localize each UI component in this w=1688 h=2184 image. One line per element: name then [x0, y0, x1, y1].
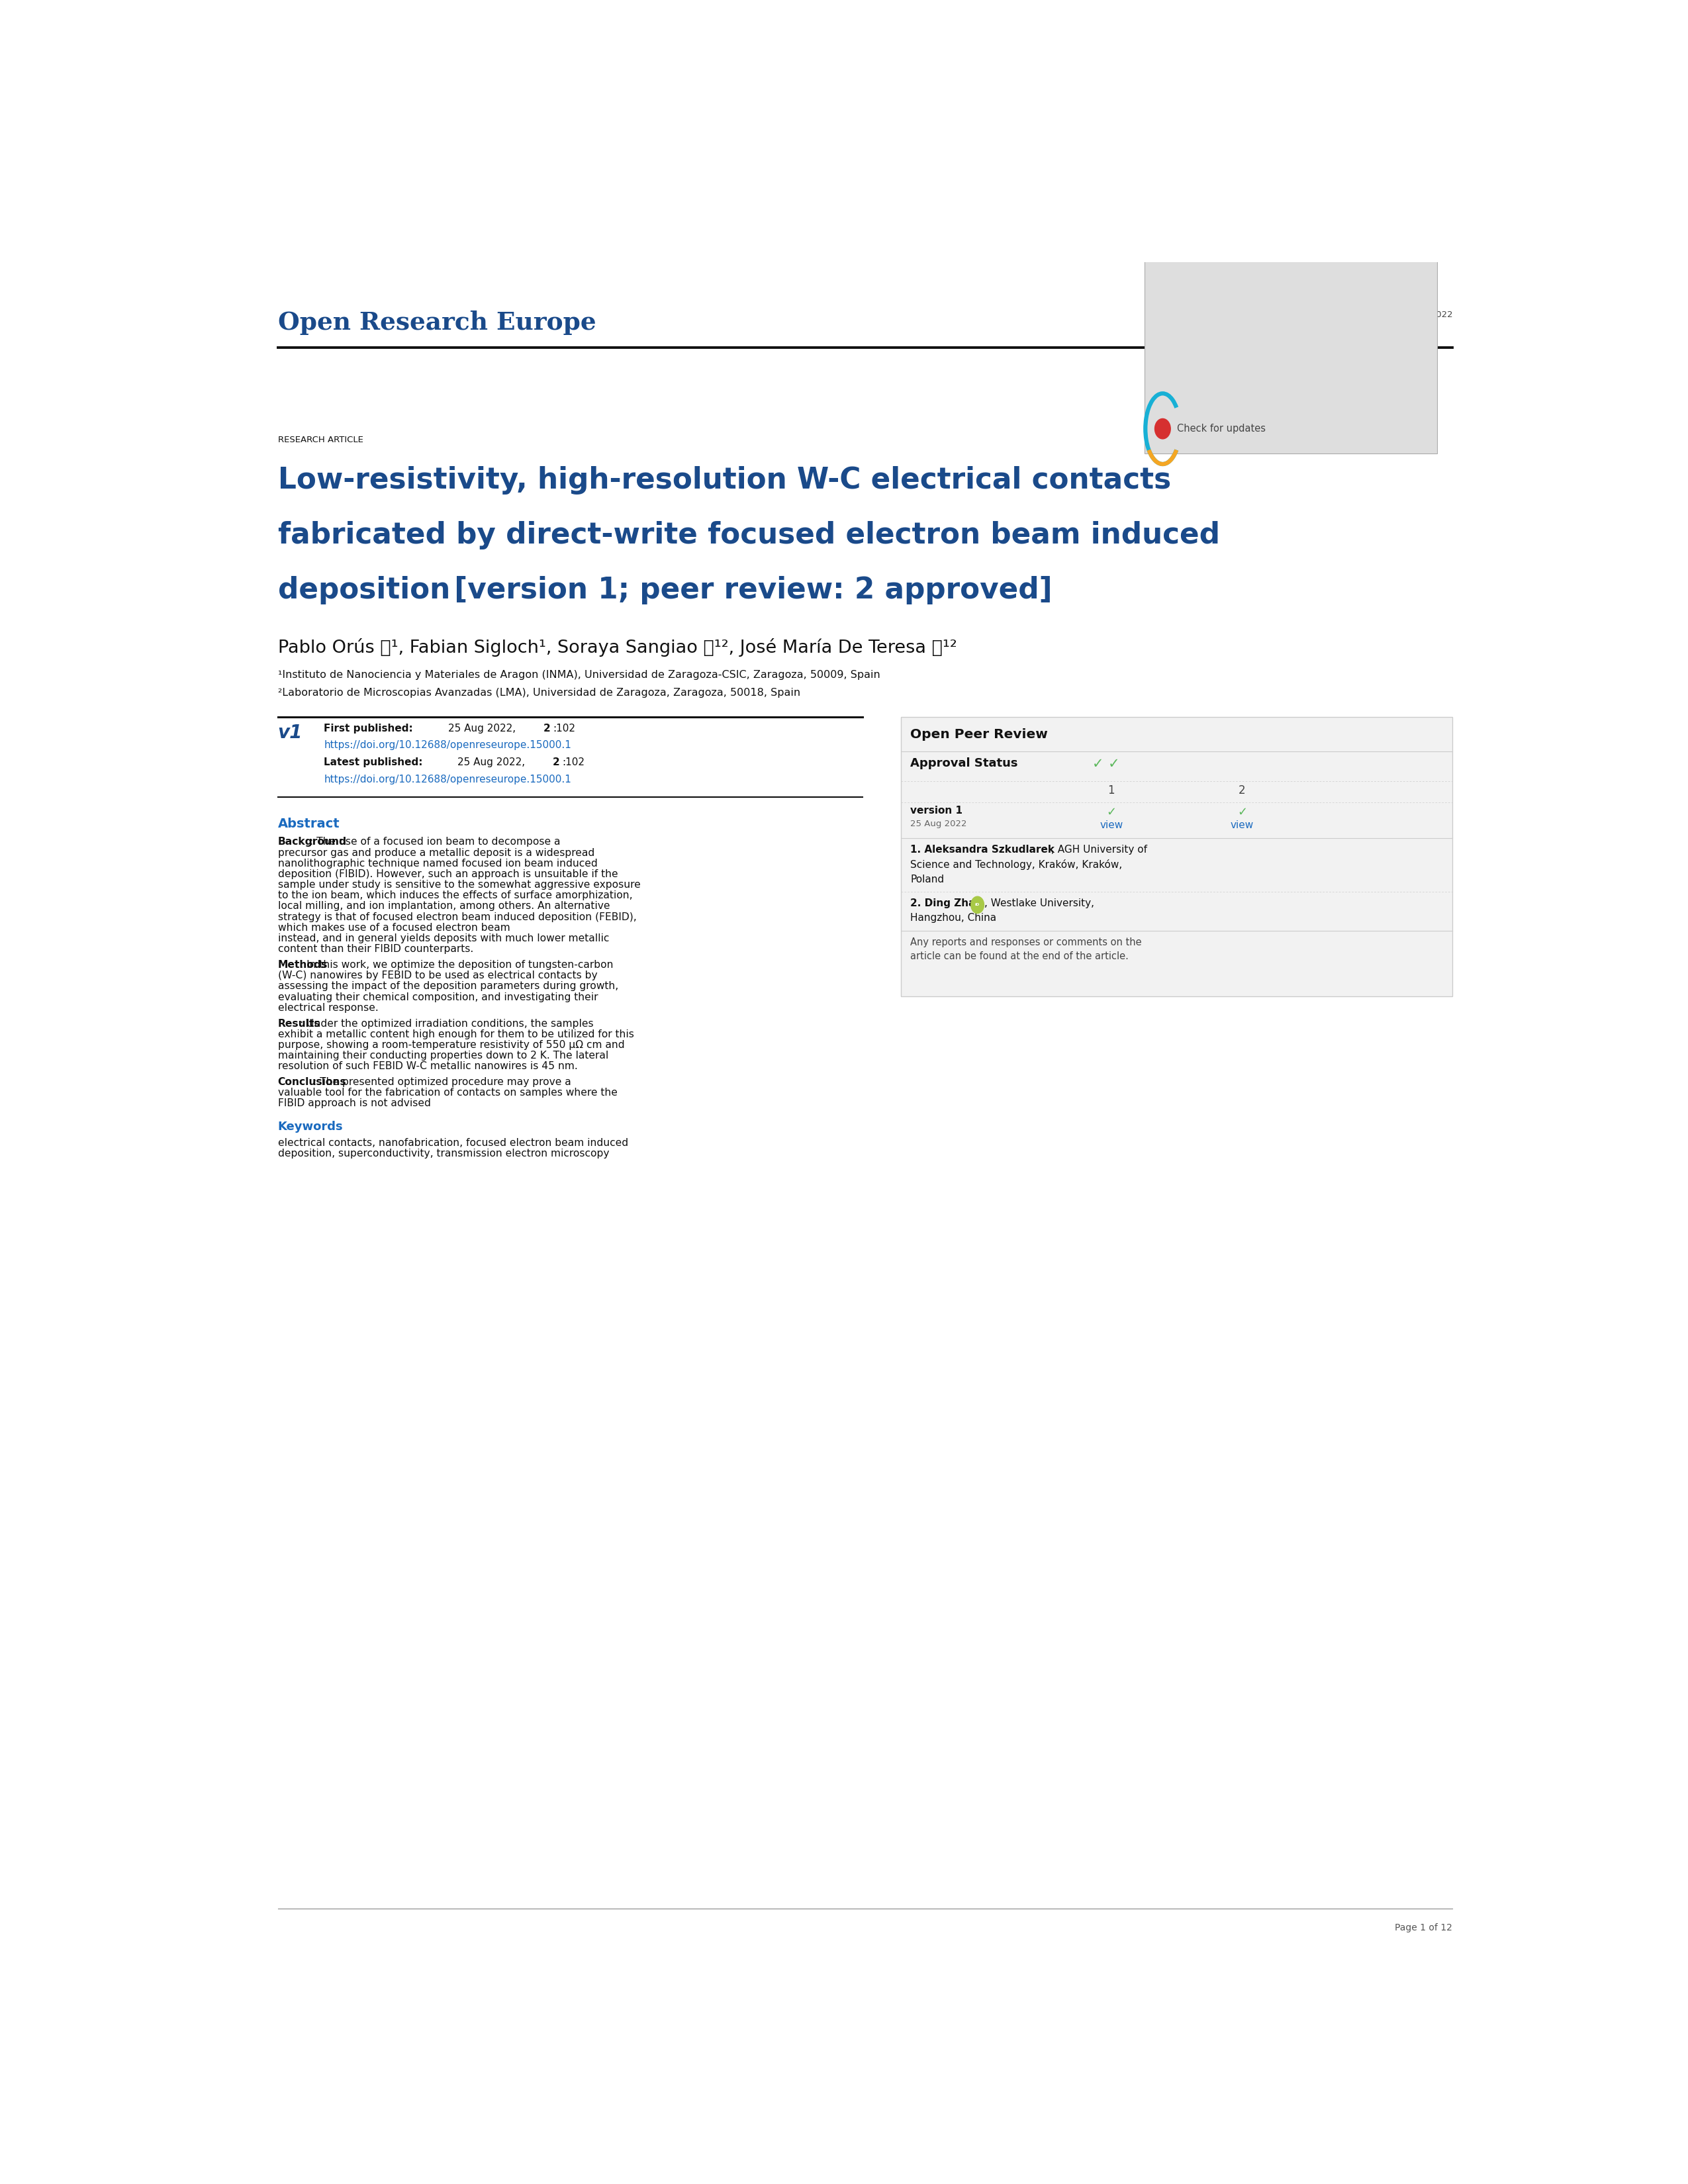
Text: Methods: Methods — [279, 961, 327, 970]
Text: to the ion beam, which induces the effects of surface amorphization,: to the ion beam, which induces the effec… — [279, 891, 633, 900]
Text: Science and Technology, Kraków, Kraków,: Science and Technology, Kraków, Kraków, — [910, 860, 1123, 869]
Text: version 1: version 1 — [910, 806, 962, 817]
Text: strategy is that of focused electron beam induced deposition (FEBID),: strategy is that of focused electron bea… — [279, 913, 636, 922]
Text: :102: :102 — [552, 723, 576, 734]
Text: deposition, superconductivity, transmission electron microscopy: deposition, superconductivity, transmiss… — [279, 1149, 609, 1158]
Text: ✓: ✓ — [1106, 806, 1116, 817]
Text: v1: v1 — [279, 723, 302, 743]
Text: , Westlake University,: , Westlake University, — [984, 898, 1094, 909]
Text: Open Research Europe: Open Research Europe — [279, 310, 596, 334]
Text: Background: Background — [279, 836, 346, 847]
Text: ✓ ✓: ✓ ✓ — [1092, 758, 1119, 771]
Text: [version 1; peer review: 2 approved]: [version 1; peer review: 2 approved] — [444, 577, 1053, 605]
Text: precursor gas and produce a metallic deposit is a widespread: precursor gas and produce a metallic dep… — [279, 847, 594, 858]
Text: FIBID approach is not advised: FIBID approach is not advised — [279, 1099, 430, 1109]
Text: view: view — [1231, 821, 1254, 830]
Text: view: view — [1099, 821, 1123, 830]
Text: 2: 2 — [552, 758, 560, 767]
Text: Open Research Europe 2022, 2:102 Last updated: 29 NOV 2022: Open Research Europe 2022, 2:102 Last up… — [1171, 310, 1452, 319]
Text: : The use of a focused ion beam to decompose a: : The use of a focused ion beam to decom… — [311, 836, 560, 847]
Text: : In this work, we optimize the deposition of tungsten-carbon: : In this work, we optimize the depositi… — [300, 961, 613, 970]
Text: local milling, and ion implantation, among others. An alternative: local milling, and ion implantation, amo… — [279, 902, 609, 911]
Text: Poland: Poland — [910, 874, 944, 885]
Text: exhibit a metallic content high enough for them to be utilized for this: exhibit a metallic content high enough f… — [279, 1029, 633, 1040]
Text: electrical contacts, nanofabrication, focused electron beam induced: electrical contacts, nanofabrication, fo… — [279, 1138, 628, 1149]
Text: Latest published:: Latest published: — [324, 758, 422, 767]
Text: 1. Aleksandra Szkudlarek: 1. Aleksandra Szkudlarek — [910, 845, 1055, 854]
Text: Results: Results — [279, 1018, 321, 1029]
Text: iD: iD — [976, 904, 981, 906]
Text: assessing the impact of the deposition parameters during growth,: assessing the impact of the deposition p… — [279, 981, 618, 992]
Text: purpose, showing a room-temperature resistivity of 550 μΩ cm and: purpose, showing a room-temperature resi… — [279, 1040, 625, 1051]
Text: 25 Aug 2022: 25 Aug 2022 — [910, 819, 967, 828]
Text: ²Laboratorio de Microscopias Avanzadas (LMA), Universidad de Zaragoza, Zaragoza,: ²Laboratorio de Microscopias Avanzadas (… — [279, 688, 800, 697]
Text: instead, and in general yields deposits with much lower metallic: instead, and in general yields deposits … — [279, 933, 609, 943]
Text: First published:: First published: — [324, 723, 414, 734]
Text: 1: 1 — [1107, 784, 1114, 797]
Text: (W-C) nanowires by FEBID to be used as electrical contacts by: (W-C) nanowires by FEBID to be used as e… — [279, 970, 598, 981]
Text: Approval Status: Approval Status — [910, 758, 1018, 769]
Text: fabricated by direct-write focused electron beam induced: fabricated by direct-write focused elect… — [279, 522, 1220, 550]
Text: :102: :102 — [562, 758, 584, 767]
Text: sample under study is sensitive to the somewhat aggressive exposure: sample under study is sensitive to the s… — [279, 880, 640, 889]
Text: nanolithographic technique named focused ion beam induced: nanolithographic technique named focused… — [279, 858, 598, 869]
Text: Conclusions: Conclusions — [279, 1077, 346, 1088]
Text: Low-resistivity, high-resolution W-C electrical contacts: Low-resistivity, high-resolution W-C ele… — [279, 465, 1171, 494]
Circle shape — [1155, 419, 1170, 439]
Text: RESEARCH ARTICLE: RESEARCH ARTICLE — [279, 435, 363, 443]
Text: https://doi.org/10.12688/openreseurope.15000.1: https://doi.org/10.12688/openreseurope.1… — [324, 775, 571, 784]
Text: deposition (FIBID). However, such an approach is unsuitable if the: deposition (FIBID). However, such an app… — [279, 869, 618, 880]
Text: 2. Ding Zhao: 2. Ding Zhao — [910, 898, 982, 909]
Text: , AGH University of: , AGH University of — [1052, 845, 1148, 854]
Text: Keywords: Keywords — [279, 1120, 343, 1133]
Text: https://doi.org/10.12688/openreseurope.15000.1: https://doi.org/10.12688/openreseurope.1… — [324, 740, 571, 749]
Text: valuable tool for the fabrication of contacts on samples where the: valuable tool for the fabrication of con… — [279, 1088, 618, 1099]
Text: Open Peer Review: Open Peer Review — [910, 729, 1048, 740]
Text: maintaining their conducting properties down to 2 K. The lateral: maintaining their conducting properties … — [279, 1051, 608, 1061]
Text: ¹Instituto de Nanociencia y Materiales de Aragon (INMA), Universidad de Zaragoza: ¹Instituto de Nanociencia y Materiales d… — [279, 670, 879, 679]
Text: Check for updates: Check for updates — [1177, 424, 1266, 435]
Text: Pablo Orús ⓘ¹, Fabian Sigloch¹, Soraya Sangiao ⓘ¹², José María De Teresa ⓘ¹²: Pablo Orús ⓘ¹, Fabian Sigloch¹, Soraya S… — [279, 638, 957, 657]
Text: Page 1 of 12: Page 1 of 12 — [1394, 1922, 1452, 1933]
Text: 2: 2 — [1239, 784, 1246, 797]
Text: evaluating their chemical composition, and investigating their: evaluating their chemical composition, a… — [279, 992, 598, 1002]
Text: resolution of such FEBID W-C metallic nanowires is 45 nm.: resolution of such FEBID W-C metallic na… — [279, 1061, 577, 1072]
Circle shape — [971, 895, 984, 913]
FancyBboxPatch shape — [901, 716, 1452, 996]
Text: Any reports and responses or comments on the: Any reports and responses or comments on… — [910, 937, 1141, 948]
Text: article can be found at the end of the article.: article can be found at the end of the a… — [910, 952, 1129, 961]
Text: 25 Aug 2022,: 25 Aug 2022, — [457, 758, 528, 767]
Text: Hangzhou, China: Hangzhou, China — [910, 913, 996, 924]
Text: 2: 2 — [544, 723, 550, 734]
Text: content than their FIBID counterparts.: content than their FIBID counterparts. — [279, 943, 473, 954]
Text: : The presented optimized procedure may prove a: : The presented optimized procedure may … — [312, 1077, 571, 1088]
Text: 25 Aug 2022,: 25 Aug 2022, — [447, 723, 518, 734]
FancyBboxPatch shape — [1144, 0, 1436, 454]
Text: ✓: ✓ — [1237, 806, 1247, 817]
Text: which makes use of a focused electron beam: which makes use of a focused electron be… — [279, 922, 510, 933]
Text: : Under the optimized irradiation conditions, the samples: : Under the optimized irradiation condit… — [300, 1018, 594, 1029]
Text: deposition: deposition — [279, 577, 451, 605]
Text: electrical response.: electrical response. — [279, 1002, 378, 1013]
Text: Abstract: Abstract — [279, 817, 339, 830]
